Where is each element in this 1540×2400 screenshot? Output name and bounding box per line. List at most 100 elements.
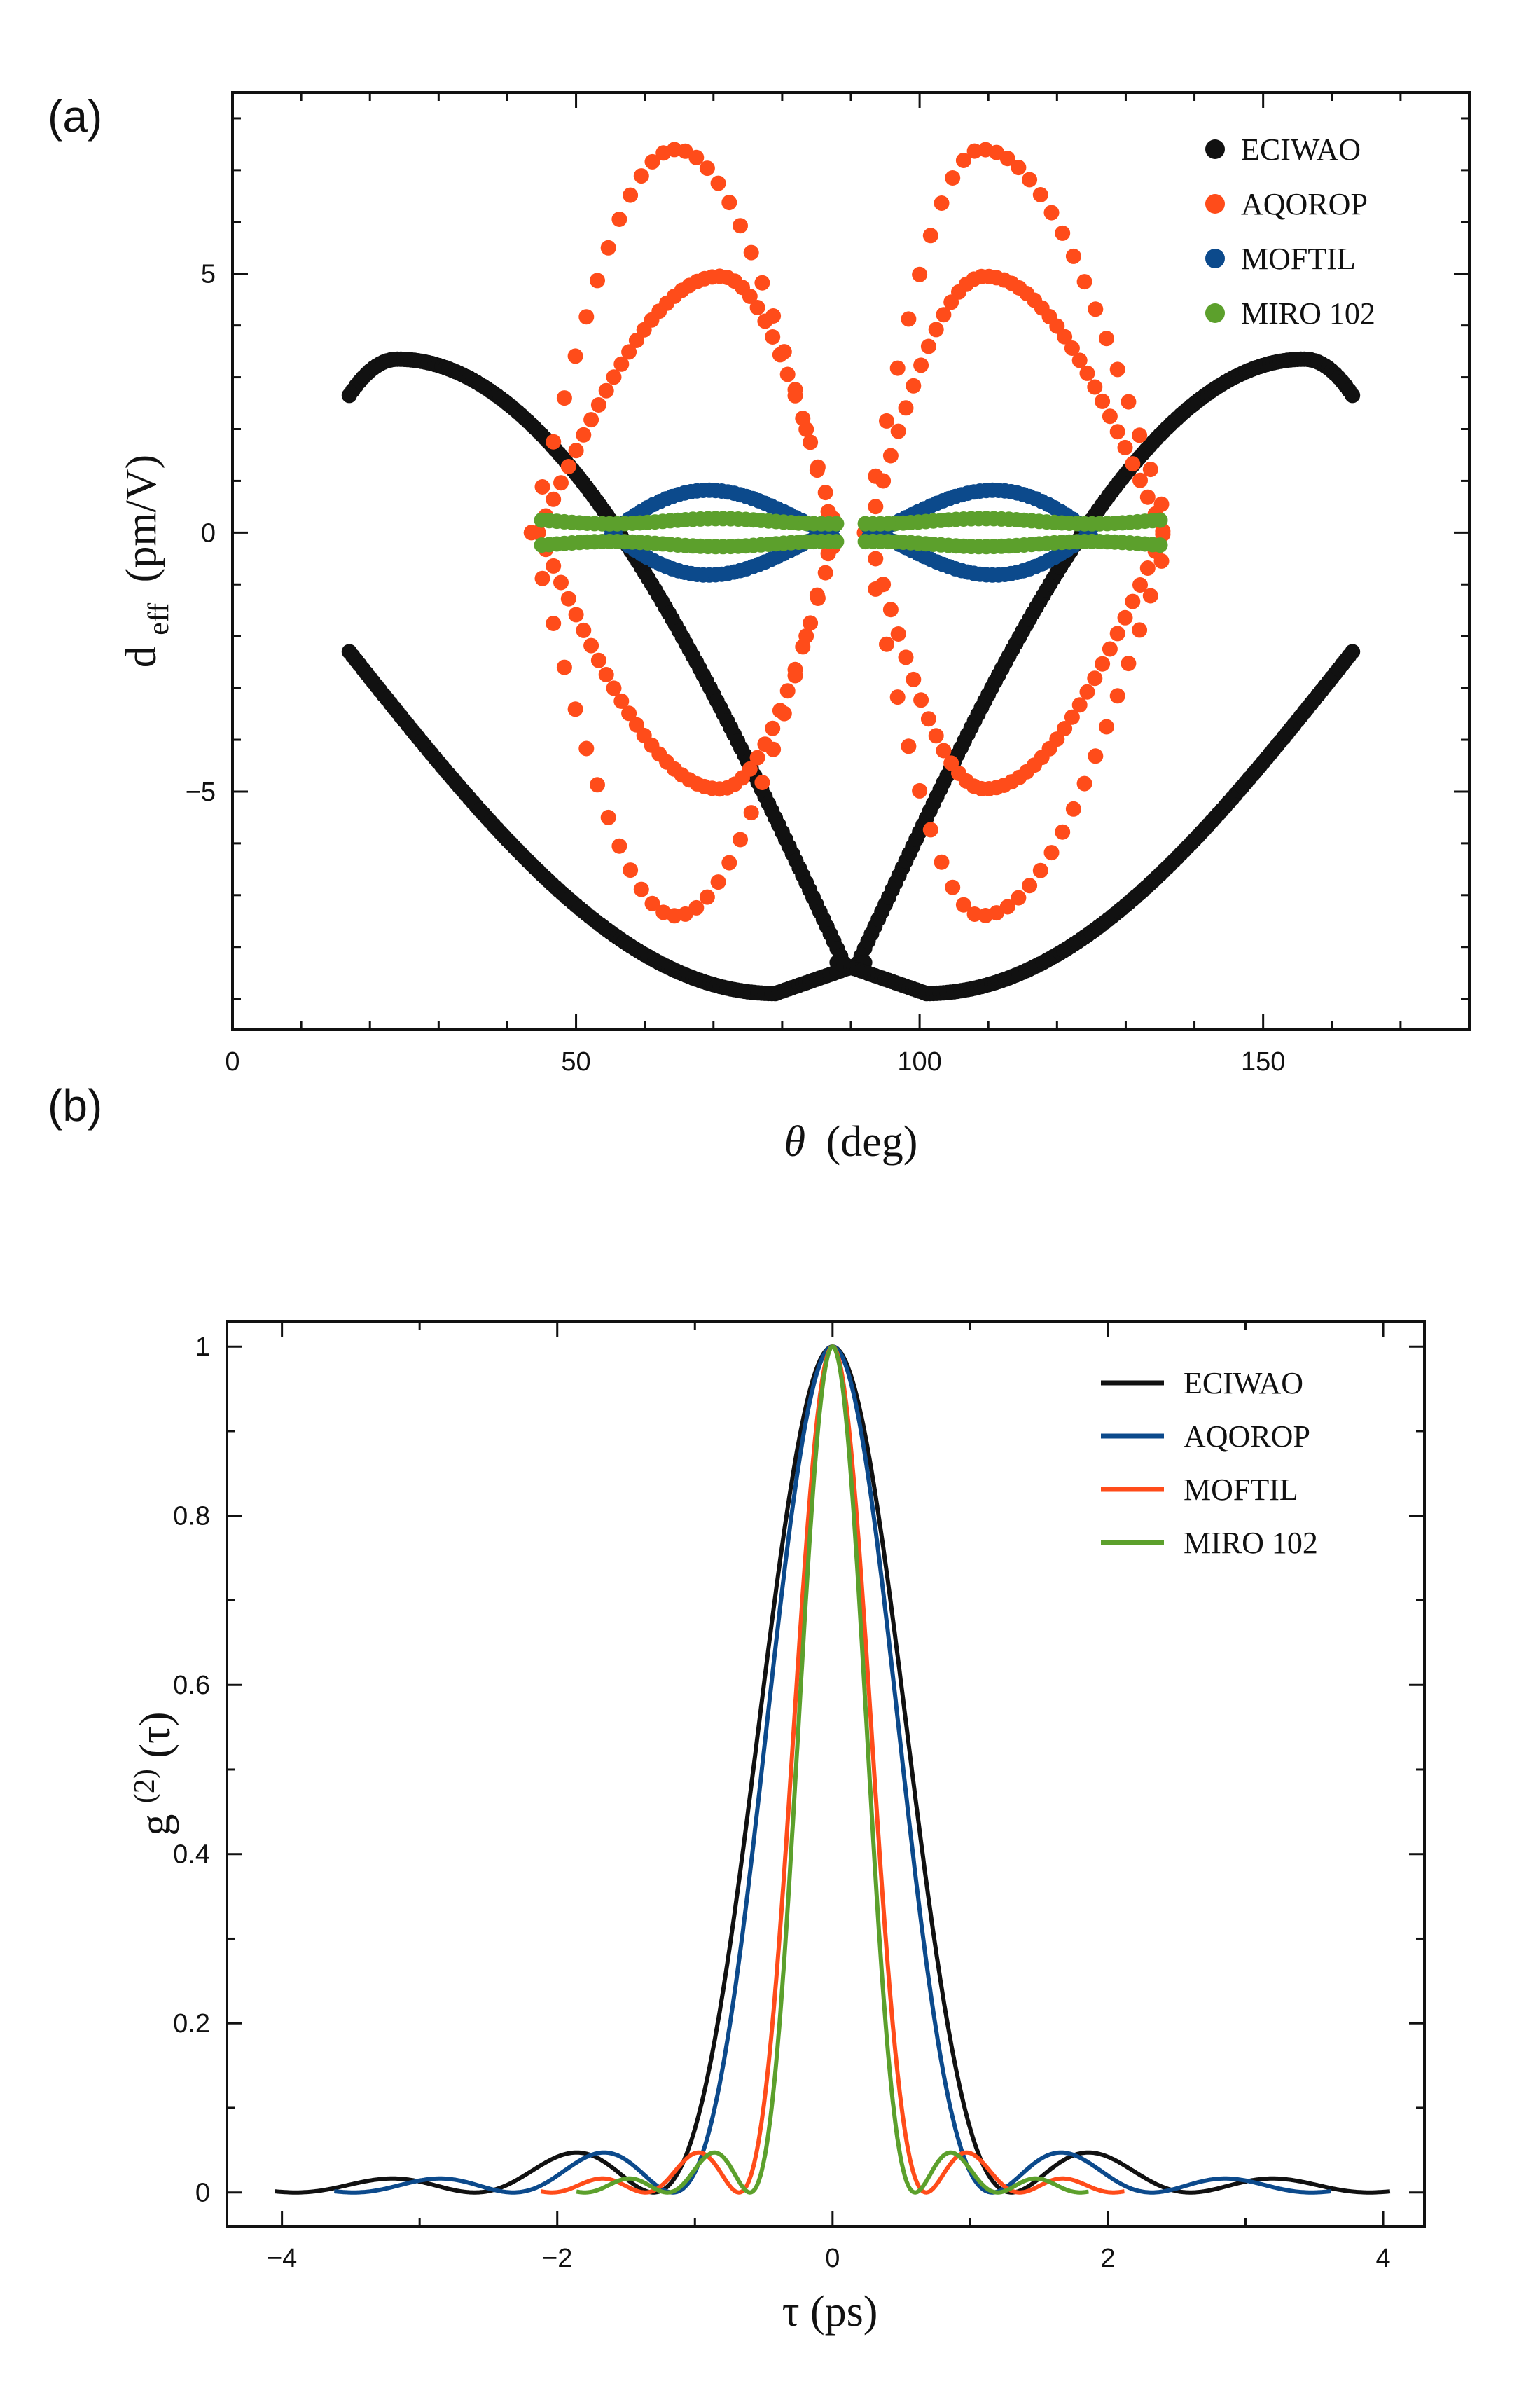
series-line-aqorop [333,1344,1332,2195]
legend-label: ECIWAO [1184,1366,1303,1400]
point-aqorop [1142,462,1158,478]
legend-marker-moftil [1205,249,1225,268]
point-aqorop [765,329,781,345]
panel-a-label: (a) [48,91,102,142]
point-eciwao [1345,644,1361,660]
point-aqorop [556,659,572,675]
point-aqorop [1132,577,1148,593]
point-miro-102 [828,534,845,550]
point-aqorop [928,322,944,338]
point-aqorop [1055,225,1071,241]
point-aqorop [1079,684,1095,700]
point-aqorop [553,574,569,591]
point-eciwao [1345,387,1361,404]
panel-b-ylabel-sup: (2) [129,1769,161,1803]
panel-b-y-axis-title: g (2) (τ) [116,1711,179,1835]
point-aqorop [1139,560,1156,576]
point-aqorop [749,300,765,315]
point-aqorop [772,703,788,719]
point-aqorop [534,479,550,495]
panel-a-legend: ECIWAO AQOROP MOFTIL MIRO 102 [1205,132,1375,331]
point-aqorop [1132,622,1148,638]
point-aqorop [1087,670,1103,687]
point-aqorop [710,175,726,191]
x-tick-label: 100 [897,1047,941,1077]
point-aqorop [875,577,892,593]
x-tick-label: 150 [1241,1047,1285,1077]
point-aqorop [1117,609,1133,626]
point-aqorop [1109,424,1125,440]
point-aqorop [1109,361,1125,378]
legend-label: ECIWAO [1241,132,1361,167]
point-aqorop [882,448,899,464]
legend-marker-aqorop [1205,194,1225,214]
point-aqorop [623,187,639,203]
point-aqorop [868,499,884,515]
point-aqorop [890,423,906,439]
panel-a-y-axis-title: d eff (pm/V) [118,455,178,668]
point-aqorop [749,750,765,766]
point-aqorop [613,693,630,709]
point-aqorop [633,168,649,184]
panel-b-frame [226,1320,1426,2228]
point-aqorop [879,413,894,429]
point-aqorop [578,309,595,325]
panel-b-x-axis-title: τ (ps) [782,2288,878,2336]
point-aqorop [583,412,599,428]
y-tick-label: 1 [195,1332,210,1362]
point-aqorop [1071,352,1088,368]
point-aqorop [1095,656,1111,672]
point-aqorop [754,775,770,790]
point-aqorop [879,636,894,652]
y-tick-label: −5 [186,778,216,807]
point-aqorop [688,149,705,165]
point-miro-102 [857,534,873,550]
point-aqorop [598,382,614,399]
point-aqorop [999,899,1015,915]
point-aqorop [1057,721,1073,736]
panel-b-legend: ECIWAO AQOROP MOFTIL MIRO 102 [1101,1366,1318,1560]
point-aqorop [600,809,616,825]
point-aqorop [1022,172,1038,188]
point-aqorop [1076,274,1092,290]
point-aqorop [633,881,649,897]
x-tick-label: 50 [561,1047,590,1077]
point-aqorop [628,717,644,733]
point-aqorop [1099,719,1114,735]
x-tick-label: 0 [825,2244,840,2273]
panel-b: (b) −4 −2 0 2 4 0 0.2 0.4 0.6 0.8 1 τ (ps) g (2) (… [48,1080,1426,2336]
point-aqorop [1032,862,1048,878]
point-aqorop [913,692,929,708]
panel-a-ylabel-sub: eff [143,603,175,635]
point-aqorop [606,680,622,696]
point-aqorop [1139,489,1156,505]
point-aqorop [1088,301,1104,317]
point-aqorop [912,782,928,799]
panel-b-data-marks [274,1344,1392,2195]
point-aqorop [920,711,936,727]
legend-label: AQOROP [1184,1419,1310,1454]
point-aqorop [567,701,583,717]
point-aqorop [1109,688,1125,704]
point-aqorop [1095,393,1111,409]
point-aqorop [772,347,788,363]
point-aqorop [1055,824,1071,840]
point-aqorop [868,551,884,567]
point-aqorop [1065,801,1081,817]
point-aqorop [534,570,550,586]
point-aqorop [546,434,562,450]
x-tick-label: 2 [1100,2244,1115,2273]
point-aqorop [590,777,605,793]
point-aqorop [699,889,715,905]
point-aqorop [757,313,773,329]
point-aqorop [743,805,759,821]
panel-a-x-axis-title: θ (deg) [784,1118,918,1166]
point-aqorop [787,387,803,404]
panel-a-ylabel-unit: (pm/V) [118,455,165,583]
point-aqorop [1032,187,1048,202]
point-aqorop [945,879,961,895]
point-aqorop [568,607,584,623]
panel-a: (a) 0 50 100 150 −5 0 5 θ (deg) d eff (pm/V) E… [48,91,1471,1166]
point-aqorop [598,667,614,682]
point-aqorop [1088,748,1104,764]
